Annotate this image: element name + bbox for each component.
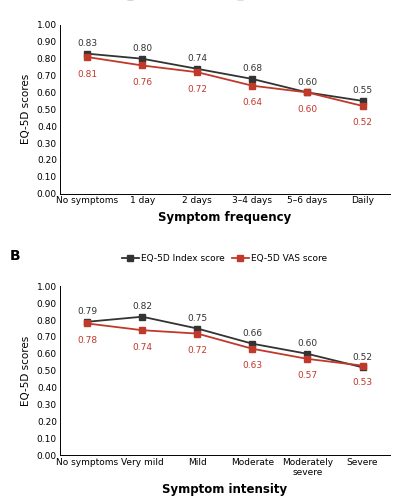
Text: 0.76: 0.76 bbox=[132, 78, 152, 87]
Y-axis label: EQ-5D scores: EQ-5D scores bbox=[21, 336, 31, 406]
X-axis label: Symptom frequency: Symptom frequency bbox=[158, 211, 291, 224]
EQ-5D Index score bbox=[140, 314, 145, 320]
Line: EQ-5D VAS score: EQ-5D VAS score bbox=[84, 320, 365, 368]
Text: 0.80: 0.80 bbox=[132, 44, 152, 53]
EQ-5D VAS score bbox=[195, 69, 200, 75]
Text: 0.57: 0.57 bbox=[297, 372, 318, 380]
Text: 0.82: 0.82 bbox=[132, 302, 152, 311]
EQ-5D Index score bbox=[305, 90, 310, 96]
EQ-5D Index score bbox=[360, 364, 365, 370]
Text: 0.60: 0.60 bbox=[297, 105, 318, 114]
EQ-5D Index score bbox=[360, 98, 365, 104]
X-axis label: Symptom intensity: Symptom intensity bbox=[162, 482, 287, 496]
EQ-5D Index score bbox=[85, 319, 90, 325]
Text: B: B bbox=[10, 250, 21, 264]
Text: 0.60: 0.60 bbox=[297, 340, 318, 348]
EQ-5D Index score bbox=[195, 326, 200, 332]
Text: 0.66: 0.66 bbox=[242, 329, 262, 338]
EQ-5D Index score bbox=[140, 56, 145, 62]
Line: EQ-5D VAS score: EQ-5D VAS score bbox=[84, 54, 365, 108]
EQ-5D Index score bbox=[250, 76, 255, 82]
Text: 0.78: 0.78 bbox=[77, 336, 97, 345]
Line: EQ-5D Index score: EQ-5D Index score bbox=[84, 51, 365, 104]
EQ-5D Index score bbox=[195, 66, 200, 72]
Text: 0.81: 0.81 bbox=[77, 70, 97, 78]
EQ-5D VAS score bbox=[305, 90, 310, 96]
Text: 0.64: 0.64 bbox=[242, 98, 262, 107]
EQ-5D VAS score bbox=[360, 362, 365, 368]
Text: 0.83: 0.83 bbox=[77, 39, 97, 48]
EQ-5D VAS score bbox=[85, 320, 90, 326]
Text: A: A bbox=[10, 0, 21, 2]
EQ-5D VAS score bbox=[140, 327, 145, 333]
EQ-5D VAS score bbox=[305, 356, 310, 362]
Text: 0.75: 0.75 bbox=[187, 314, 207, 323]
EQ-5D VAS score bbox=[250, 346, 255, 352]
Line: EQ-5D Index score: EQ-5D Index score bbox=[84, 314, 365, 370]
Text: 0.74: 0.74 bbox=[132, 342, 152, 351]
Y-axis label: EQ-5D scores: EQ-5D scores bbox=[21, 74, 31, 144]
EQ-5D Index score bbox=[85, 50, 90, 56]
Legend: EQ-5D Index score, EQ-5D VAS score: EQ-5D Index score, EQ-5D VAS score bbox=[122, 254, 328, 263]
EQ-5D VAS score bbox=[195, 330, 200, 336]
Text: 0.72: 0.72 bbox=[187, 346, 207, 355]
Text: 0.68: 0.68 bbox=[242, 64, 262, 74]
Text: 0.52: 0.52 bbox=[353, 353, 373, 362]
Legend: EQ-5D Index score, EQ-5D VAS score: EQ-5D Index score, EQ-5D VAS score bbox=[122, 0, 328, 2]
EQ-5D VAS score bbox=[85, 54, 90, 60]
Text: 0.52: 0.52 bbox=[353, 118, 373, 128]
EQ-5D VAS score bbox=[140, 62, 145, 68]
EQ-5D Index score bbox=[305, 351, 310, 357]
EQ-5D VAS score bbox=[360, 103, 365, 109]
Text: 0.74: 0.74 bbox=[187, 54, 207, 64]
Text: 0.79: 0.79 bbox=[77, 307, 97, 316]
EQ-5D Index score bbox=[250, 340, 255, 346]
Text: 0.72: 0.72 bbox=[187, 84, 207, 94]
Text: 0.60: 0.60 bbox=[297, 78, 318, 87]
Text: 0.55: 0.55 bbox=[353, 86, 373, 96]
Text: 0.63: 0.63 bbox=[242, 362, 262, 370]
Text: 0.53: 0.53 bbox=[353, 378, 373, 387]
EQ-5D VAS score bbox=[250, 82, 255, 88]
